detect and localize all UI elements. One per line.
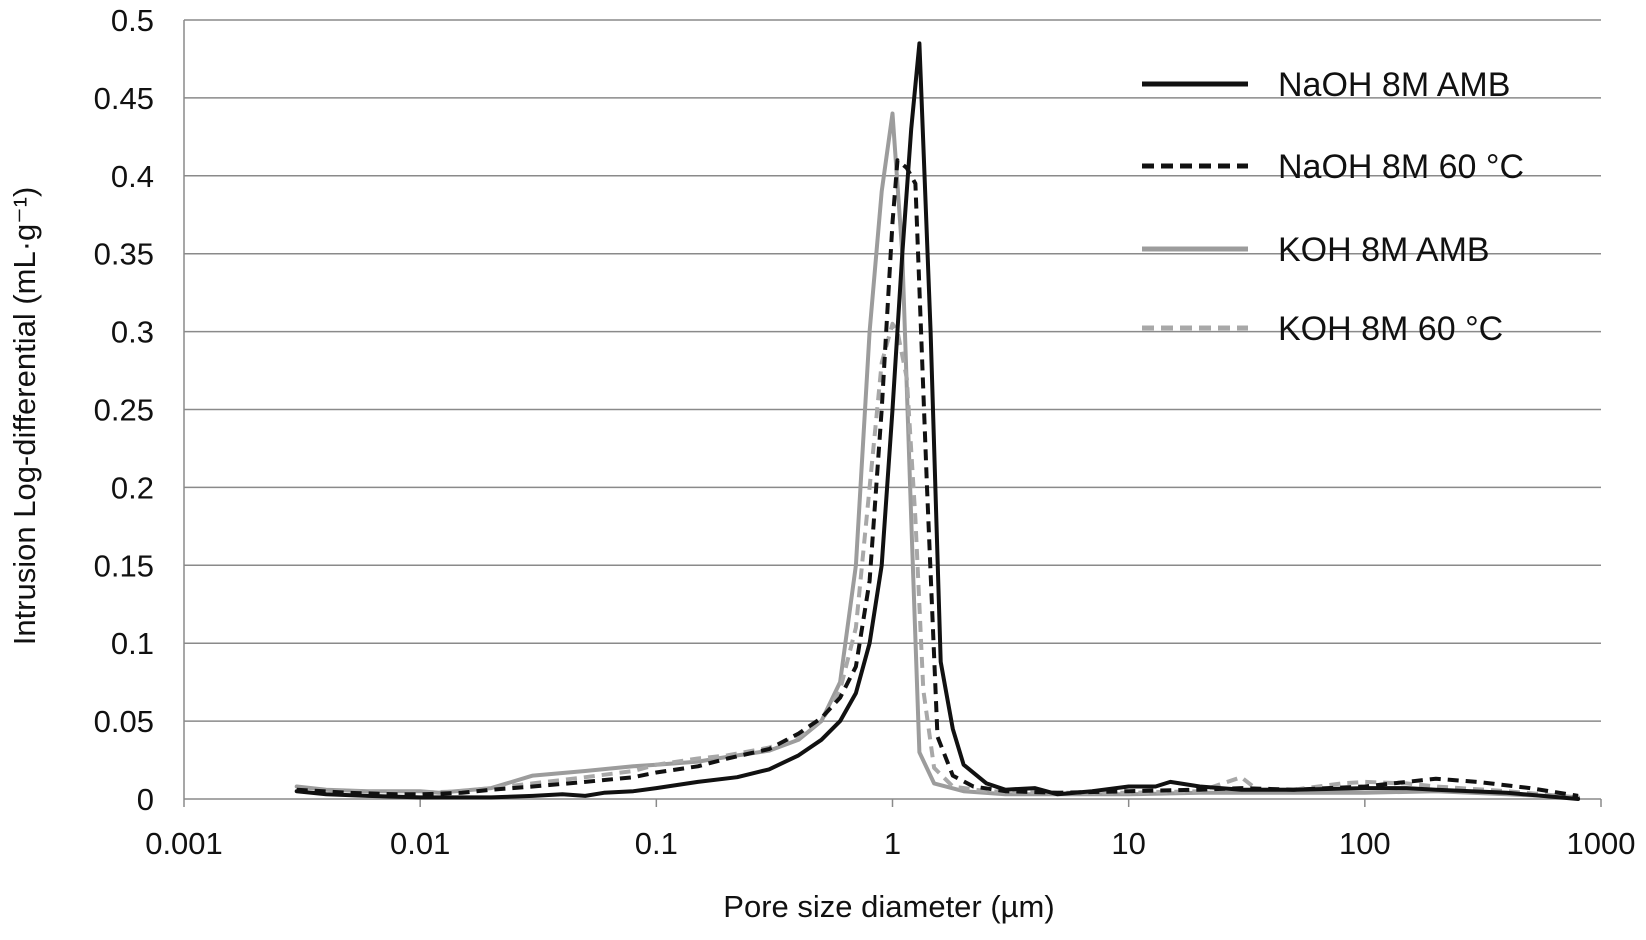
legend-label: NaOH 8M AMB (1278, 66, 1510, 104)
y-tick-label: 0.35 (94, 237, 154, 272)
x-tick-label: 0.01 (390, 826, 450, 861)
y-axis-title: Intrusion Log-differential (mL·g⁻¹) (7, 187, 42, 646)
y-tick-label: 0.5 (111, 3, 154, 38)
x-tick-label: 1000 (1567, 826, 1636, 861)
x-tick-label: 1 (884, 826, 901, 861)
y-tick-label: 0.25 (94, 393, 154, 428)
legend-label: NaOH 8M 60 °C (1278, 148, 1524, 186)
x-axis-title: Pore size diameter (µm) (723, 889, 1054, 924)
legend: NaOH 8M AMB NaOH 8M 60 °C KOH 8M AMB KOH 8M… (1142, 66, 1524, 348)
axes: 0 0.05 0.1 0.15 0.2 0.25 0.3 0.35 0.4 0.45 0.5 0.00… (94, 3, 1636, 861)
x-tick-label: 0.1 (635, 826, 678, 861)
y-tick-label: 0.45 (94, 81, 154, 116)
y-tick-label: 0 (137, 782, 154, 817)
x-tick-label: 100 (1339, 826, 1391, 861)
legend-label: KOH 8M AMB (1278, 231, 1490, 269)
legend-label: KOH 8M 60 °C (1278, 310, 1503, 348)
y-tick-label: 0.2 (111, 470, 154, 505)
y-tick-label: 0.05 (94, 704, 154, 739)
y-tick-label: 0.15 (94, 548, 154, 583)
data-series (294, 41, 1581, 801)
x-tick-label: 0.001 (145, 826, 223, 861)
y-tick-label: 0.3 (111, 315, 154, 350)
series-line-2 (294, 111, 1581, 800)
series-line-0 (294, 41, 1581, 801)
y-tick-label: 0.1 (111, 626, 154, 661)
x-tick-label: 10 (1111, 826, 1145, 861)
y-tick-label: 0.4 (111, 159, 154, 194)
